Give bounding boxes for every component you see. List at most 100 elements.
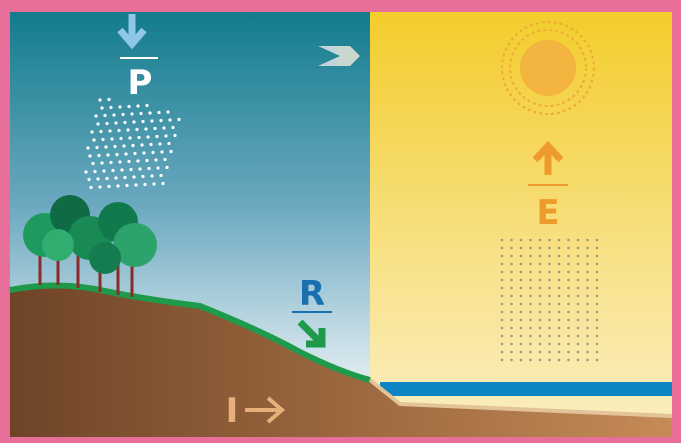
rain-drop [99,129,103,134]
vapor-dot [576,302,580,306]
rain-drop [142,151,146,155]
vapor-dot [567,334,570,338]
rain-drop [101,137,105,142]
vapor-dot [538,270,542,274]
vapor-dot [557,286,561,290]
vapor-dot [576,326,580,330]
rain-drop [87,177,91,182]
vapor-dot [557,294,561,298]
vapor-dot [519,238,523,242]
vapor-dot [557,334,561,338]
vapor-dot [595,246,599,250]
vapor-dot [538,254,542,258]
rain-drop [127,104,131,109]
rain-drop [150,174,154,178]
evaporation-label: E [536,193,559,233]
rain-drop [97,153,101,158]
rain-drop [125,183,129,188]
infiltration-label: I [226,391,239,431]
vapor-dot [595,326,599,330]
precipitation-label: P [128,63,153,103]
vapor-dot [567,278,570,282]
vapor-dot [595,342,599,346]
vapor-dot [548,350,551,354]
vapor-dot [548,318,551,322]
vapor-dot [576,262,580,266]
rain-drop [169,149,173,154]
rain-drop [117,128,121,133]
rain-drop [121,112,125,117]
rain-drop [93,169,97,174]
vapor-dot [500,262,504,266]
rain-drops [84,97,181,190]
vapor-dot [595,270,599,274]
vapor-dot [557,326,561,330]
rain-drop [90,130,94,134]
rain-drop [150,119,154,123]
vapor-dot [557,310,561,314]
rain-drop [109,105,113,110]
vapor-dot [538,350,542,354]
trees [23,195,157,297]
vapor-dot [500,318,504,322]
vapor-dot [567,246,570,250]
vapor-dot [538,302,542,306]
rain-drop [110,137,114,141]
vapor-dot [595,302,599,306]
vapor-dot [586,302,589,306]
rain-drop [166,110,170,114]
rain-drop [100,106,104,110]
runoff-label: R [299,274,325,314]
vapor-dot [510,270,513,274]
vapor-dot [529,246,532,250]
vapor-dot [586,318,589,322]
vapor-dot [586,270,589,274]
vapor-dot [529,262,532,266]
rain-drop [89,185,93,190]
vapor-dot [576,270,580,274]
vapor-dot [519,286,523,290]
vapor-dot [538,358,542,362]
rain-drop [153,126,157,131]
rain-drop [136,159,140,163]
vapor-dot [548,302,551,306]
vapor-dot [586,238,589,242]
vapor-dot [510,358,513,362]
rain-drop [123,120,127,125]
rain-drop [95,145,99,150]
vapor-dot [548,254,551,258]
vapor-dot [557,270,561,274]
rain-drop [114,176,118,180]
vapor-dot [510,334,513,338]
vapor-dot [529,318,532,322]
vapor-dot [557,350,561,354]
rain-drop [98,185,102,189]
vapor-dot [519,246,523,250]
rain-drop [146,135,150,139]
rain-drop [126,128,130,132]
rain-drop [140,143,144,147]
vapor-dot [519,342,523,346]
rain-drop [160,150,164,154]
vapor-dot [586,254,589,258]
vapor-dot [548,270,551,274]
rain-drop [138,167,142,171]
rain-drop [112,113,116,117]
vapor-dot [595,286,599,290]
vapor-dot [576,286,580,290]
vapor-dot [548,342,551,346]
vapor-dot [567,238,570,242]
rain-drop [168,118,172,122]
vapor-dot [567,294,570,298]
vapor-dot [500,238,504,242]
vapor-dot [529,302,532,306]
vapor-dot [567,342,570,346]
vapor-dot [557,302,561,306]
rain-drop [107,184,111,189]
vapor-dot [538,326,542,330]
rain-drop [91,161,95,166]
grass [9,282,371,383]
rain-drop [109,160,113,165]
rain-drop [119,136,123,141]
